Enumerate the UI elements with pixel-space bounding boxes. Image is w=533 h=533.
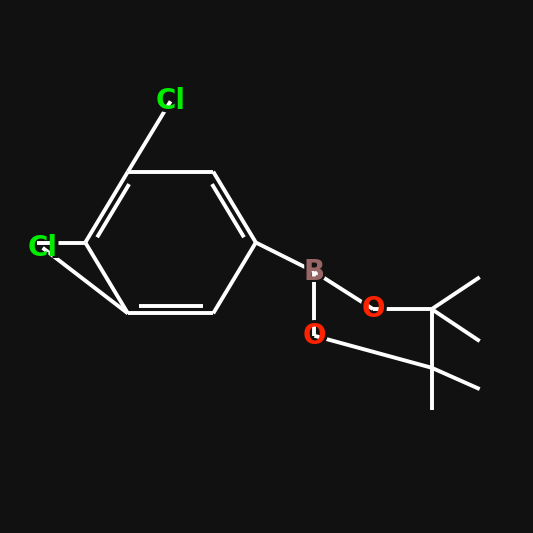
Text: O: O — [361, 295, 385, 323]
Text: Cl: Cl — [24, 231, 61, 265]
Text: O: O — [303, 322, 326, 350]
Text: O: O — [358, 292, 388, 326]
Text: O: O — [300, 319, 329, 353]
Text: Cl: Cl — [28, 234, 58, 262]
Text: Cl: Cl — [152, 84, 189, 118]
Text: B: B — [301, 255, 328, 289]
Text: Cl: Cl — [156, 87, 185, 115]
Text: B: B — [304, 258, 325, 286]
